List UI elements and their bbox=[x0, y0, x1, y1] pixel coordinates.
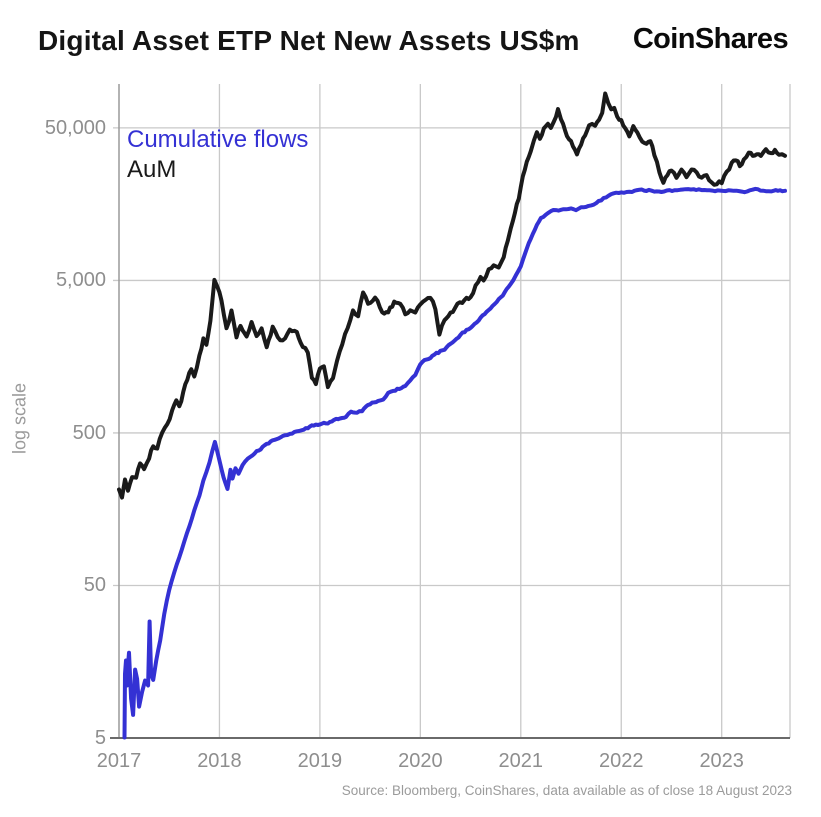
y-tick-50,000: 50,000 bbox=[44, 116, 106, 139]
y-tick-5,000: 5,000 bbox=[55, 269, 106, 292]
x-tick-2019: 2019 bbox=[297, 750, 343, 772]
legend-item-aum: AuM bbox=[127, 156, 177, 183]
y-tick-500: 500 bbox=[72, 421, 106, 444]
x-tick-2022: 2022 bbox=[598, 750, 644, 772]
coinshares-logo: CoinShares bbox=[632, 23, 789, 55]
series-line-cumulative-flows bbox=[122, 186, 787, 740]
x-tick-2023: 2023 bbox=[699, 750, 744, 772]
y-tick-5: 5 bbox=[94, 727, 106, 749]
y-axis-label: log scale bbox=[9, 382, 30, 455]
y-tick-50: 50 bbox=[83, 574, 106, 597]
legend-item-cumulative-flows: Cumulative flows bbox=[127, 126, 309, 153]
x-tick-2017: 2017 bbox=[96, 750, 142, 772]
x-tick-2020: 2020 bbox=[398, 750, 443, 772]
x-tick-2021: 2021 bbox=[498, 750, 544, 772]
source-note: Source: Bloomberg, CoinShares, data avai… bbox=[341, 783, 792, 798]
x-tick-2018: 2018 bbox=[197, 750, 242, 772]
series-line-aum bbox=[117, 91, 787, 500]
chart-legend: Cumulative flows AuM bbox=[127, 125, 308, 185]
chart-title: Digital Asset ETP Net New Assets US$m bbox=[38, 25, 580, 56]
